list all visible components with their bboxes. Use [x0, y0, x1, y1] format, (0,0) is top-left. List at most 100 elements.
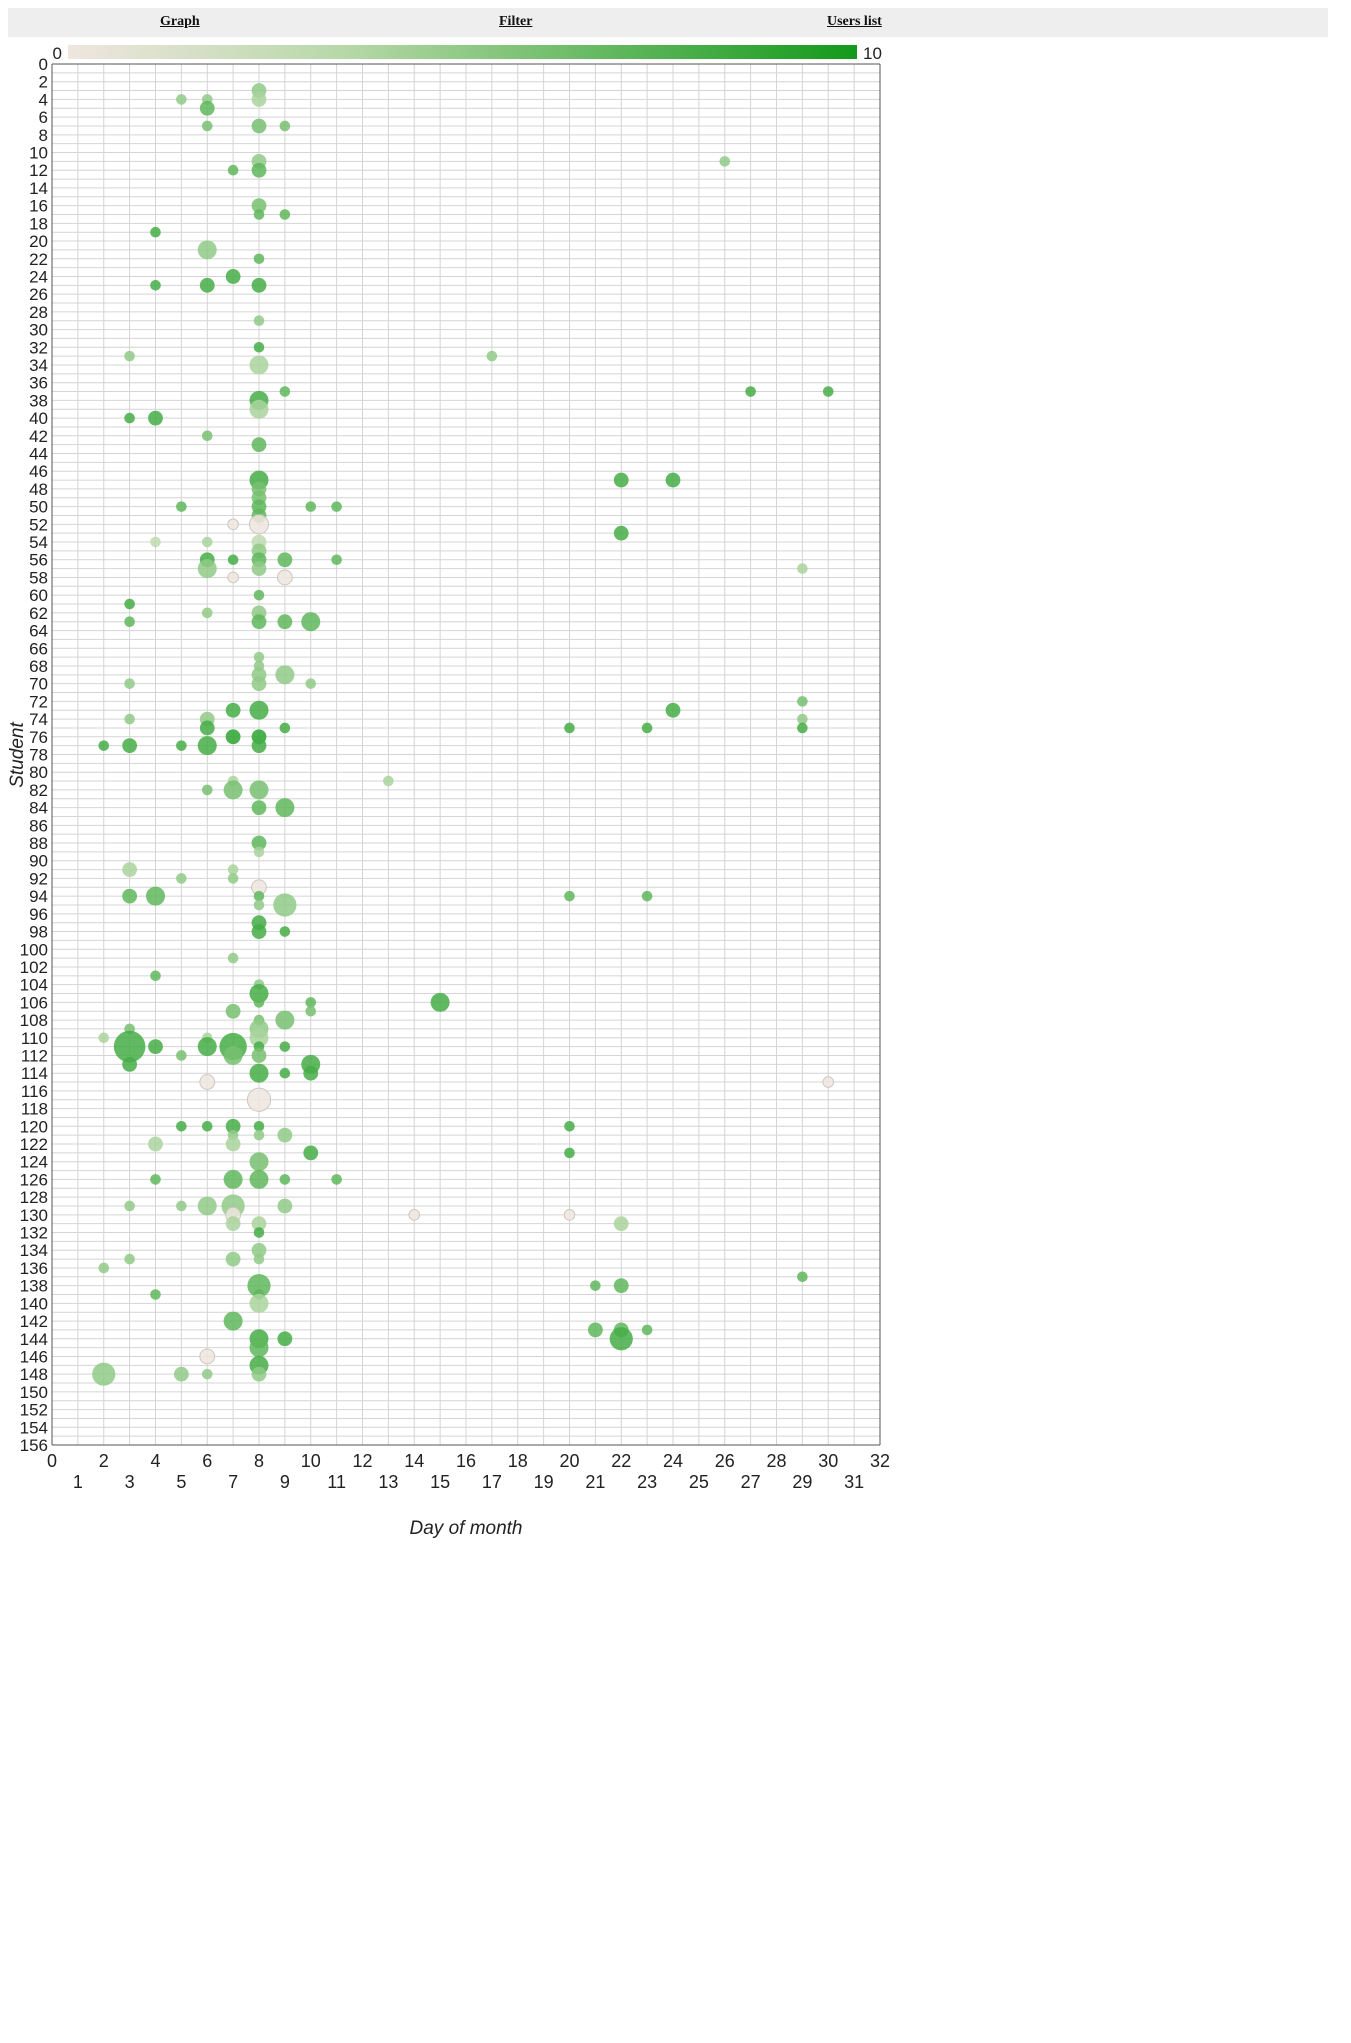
data-point [227, 873, 239, 884]
data-point [227, 554, 239, 566]
y-tick-label: 110 [21, 1029, 48, 1048]
data-point [564, 1121, 575, 1132]
y-tick-label: 140 [20, 1294, 48, 1313]
x-tick-label: 14 [404, 1451, 424, 1471]
y-tick-label: 98 [29, 923, 48, 942]
data-point [277, 1331, 293, 1347]
data-point [613, 1278, 629, 1294]
y-tick-label: 72 [29, 692, 48, 711]
y-tick-label: 150 [20, 1383, 48, 1402]
y-tick-label: 116 [21, 1082, 48, 1101]
y-tick-label: 38 [29, 391, 48, 410]
data-point [201, 607, 213, 619]
data-point [279, 1174, 291, 1185]
filter-link[interactable]: Filter [499, 14, 533, 29]
y-tick-label: 124 [20, 1153, 48, 1172]
x-tick-label: 30 [818, 1451, 838, 1471]
users-list-link[interactable]: Users list [827, 14, 882, 29]
y-tick-label: 144 [20, 1330, 48, 1349]
data-point [225, 702, 241, 718]
data-point [150, 1174, 161, 1185]
data-point [225, 1216, 241, 1232]
data-point [665, 472, 681, 488]
data-point [150, 970, 161, 982]
data-point [227, 952, 239, 964]
y-tick-label: 112 [21, 1046, 48, 1065]
y-tick-label: 74 [29, 710, 48, 729]
data-point [279, 209, 291, 220]
data-point [124, 678, 135, 689]
data-point [253, 341, 265, 353]
data-point [98, 1032, 110, 1044]
data-point [122, 862, 138, 877]
data-point [797, 1271, 808, 1283]
y-tick-label: 28 [29, 303, 48, 322]
y-tick-label: 76 [29, 728, 48, 747]
y-tick-label: 54 [29, 533, 48, 552]
data-point [797, 563, 808, 574]
y-tick-label: 156 [20, 1436, 48, 1455]
data-point [148, 1039, 163, 1055]
y-tick-label: 90 [29, 852, 48, 871]
data-points [92, 83, 835, 1386]
x-tick-label: 5 [176, 1472, 186, 1492]
data-point [225, 729, 241, 745]
x-tick-label: 15 [430, 1472, 450, 1492]
data-point [122, 738, 138, 754]
data-point [641, 1324, 653, 1336]
data-point [124, 1253, 135, 1265]
data-point [201, 120, 213, 132]
data-point [223, 1045, 243, 1065]
data-point [275, 665, 295, 685]
x-tick-label: 7 [228, 1472, 238, 1492]
data-point [253, 209, 265, 220]
y-tick-label: 50 [29, 498, 48, 517]
data-point [331, 501, 342, 512]
data-point [564, 890, 575, 902]
y-tick-label: 142 [20, 1312, 48, 1331]
data-point [430, 992, 450, 1012]
top-navigation-bar: Graph Filter Users list [8, 8, 1328, 37]
x-tick-label: 24 [663, 1451, 683, 1471]
data-point [613, 1216, 629, 1232]
data-point [641, 722, 653, 734]
data-point [249, 399, 269, 419]
data-point [247, 1274, 271, 1298]
y-tick-label: 120 [20, 1117, 48, 1136]
x-tick-label: 3 [125, 1472, 135, 1492]
x-tick-label: 10 [301, 1451, 321, 1471]
data-point [275, 798, 295, 818]
data-point [249, 1338, 269, 1358]
data-point [150, 536, 161, 548]
data-point [564, 722, 575, 734]
data-point [146, 886, 165, 906]
y-tick-label: 88 [29, 834, 48, 853]
data-point [253, 315, 265, 327]
y-tick-label: 40 [29, 409, 48, 428]
y-tick-label: 138 [20, 1277, 48, 1296]
data-point [797, 722, 808, 734]
data-point [719, 156, 731, 167]
data-point [383, 775, 394, 787]
data-point [98, 1262, 110, 1274]
y-tick-label: 46 [29, 462, 48, 481]
color-scale-max-label: 10 [863, 44, 882, 63]
graph-link[interactable]: Graph [160, 14, 200, 29]
data-point [201, 1368, 213, 1380]
data-point [251, 437, 267, 453]
x-tick-label: 32 [870, 1451, 890, 1471]
y-tick-label: 78 [29, 746, 48, 765]
data-point [253, 1129, 265, 1141]
data-point [253, 890, 265, 902]
data-point [253, 1121, 265, 1132]
data-point [251, 162, 267, 178]
data-point [251, 676, 267, 692]
data-point [279, 1067, 291, 1079]
y-tick-label: 96 [29, 905, 48, 924]
data-point [225, 1136, 241, 1152]
x-tick-label: 4 [150, 1451, 160, 1471]
y-tick-label: 132 [20, 1224, 48, 1243]
data-point [275, 1010, 295, 1030]
data-point [173, 1366, 189, 1382]
